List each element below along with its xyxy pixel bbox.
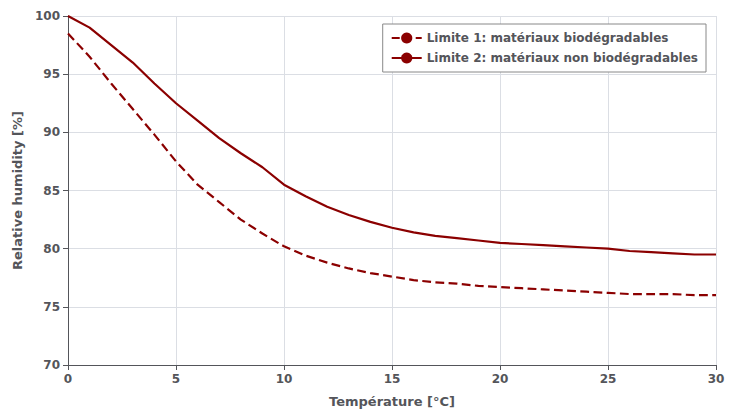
svg-text:80: 80 <box>43 242 60 256</box>
svg-text:25: 25 <box>600 372 617 386</box>
svg-text:100: 100 <box>35 9 60 23</box>
svg-text:70: 70 <box>43 358 60 372</box>
svg-text:85: 85 <box>43 184 60 198</box>
svg-text:95: 95 <box>43 67 60 81</box>
svg-text:Limite 2: matériaux non biodég: Limite 2: matériaux non biodégradables <box>427 51 698 65</box>
svg-text:10: 10 <box>276 372 293 386</box>
svg-text:5: 5 <box>172 372 180 386</box>
svg-text:30: 30 <box>708 372 725 386</box>
svg-text:75: 75 <box>43 300 60 314</box>
svg-text:90: 90 <box>43 125 60 139</box>
svg-text:Limite 1: matériaux biodégrada: Limite 1: matériaux biodégradables <box>427 31 669 45</box>
svg-text:Température [°C]: Température [°C] <box>329 394 455 409</box>
svg-text:Relative humidity [%]: Relative humidity [%] <box>10 111 25 270</box>
svg-text:15: 15 <box>384 372 401 386</box>
svg-text:0: 0 <box>64 372 72 386</box>
svg-text:20: 20 <box>492 372 509 386</box>
